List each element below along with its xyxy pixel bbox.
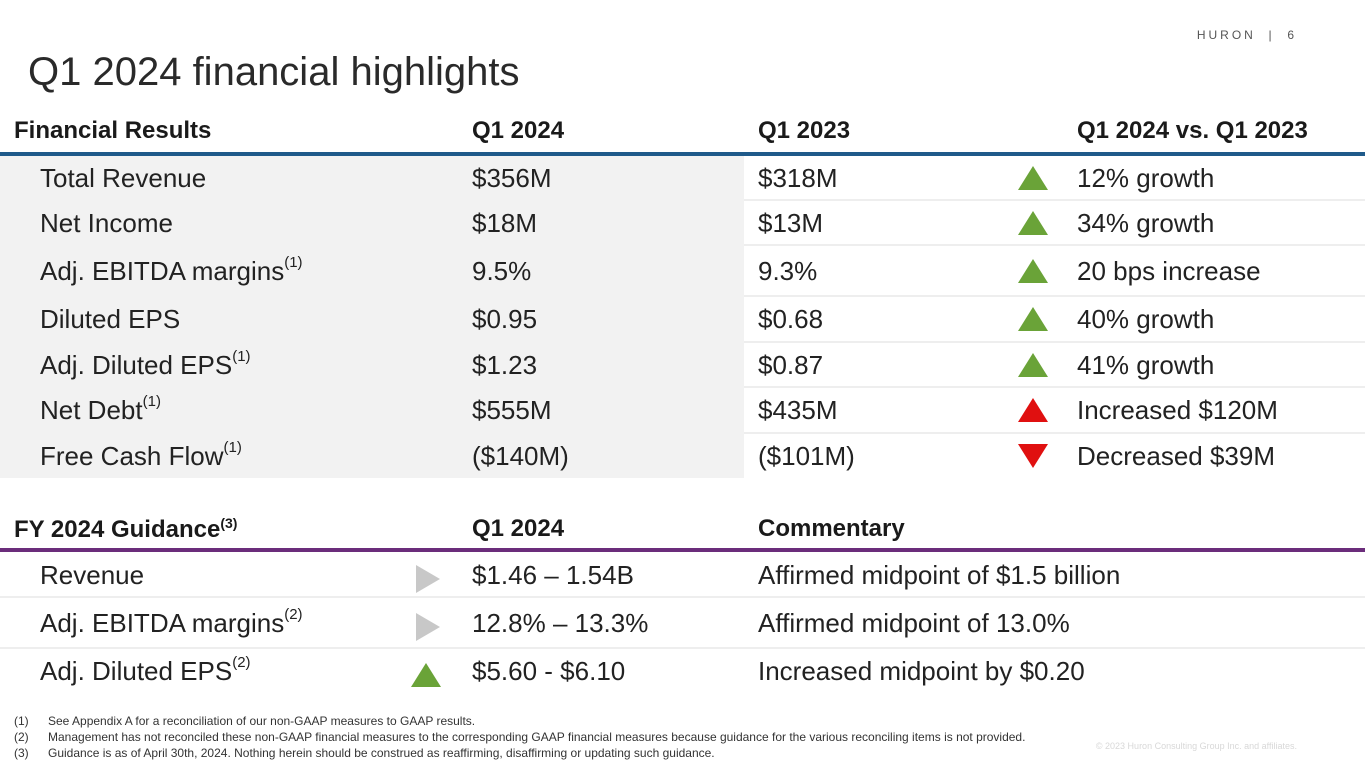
results-header-rule [0,152,1365,156]
row-separator [744,341,1365,343]
result-row-label-text: Adj. EBITDA margins [40,255,285,286]
guidance-header-q1-2024: Q1 2024 [472,515,565,542]
guidance-row-label-text: Adj. Diluted EPS [40,656,233,686]
footnote-text: Management has not reconciled these non-… [48,730,1026,744]
result-row-q1-2023: $0.68 [758,304,824,334]
down-arrow-red-icon [1018,443,1048,468]
result-row-label-sup: (1) [223,438,242,456]
brand-name: HURON [1196,28,1256,42]
up-arrow-green-icon [1018,210,1048,235]
results-header-label: Financial Results [14,117,212,144]
guidance-row-label-text: Revenue [40,559,145,590]
brand-page-label: HURON | 6 [1197,28,1297,42]
result-row-q1-2024: $555M [472,395,552,425]
result-row-label: Free Cash Flow(1) [40,438,242,472]
row-separator [744,386,1365,388]
guidance-row-commentary: Increased midpoint by $0.20 [758,656,1085,686]
result-row-q1-2024: 9.5% [472,255,532,286]
result-row-q1-2023: $13M [758,207,824,238]
footnote-text: See Appendix A for a reconciliation of o… [48,714,476,728]
row-separator [744,295,1365,297]
page-number: 6 [1287,28,1297,42]
row-separator [744,244,1365,246]
guidance-row-range: $1.46 – 1.54B [472,559,634,590]
guidance-row-label: Adj. EBITDA margins(2) [40,605,303,639]
result-row-change: 34% growth [1077,207,1215,238]
footnote-number: (1) [14,714,29,728]
result-row-change: Increased $120M [1077,395,1278,425]
guidance-row-range: 12.8% – 13.3% [472,607,649,638]
footnote-number: (3) [14,746,29,760]
result-row-change: 40% growth [1077,304,1215,334]
result-row-change: 41% growth [1077,349,1215,380]
result-row-label-text: Net Income [40,207,173,238]
result-row-label-sup: (1) [232,347,251,365]
up-arrow-green-icon [1018,307,1048,331]
result-row-q1-2023: $318M [758,163,838,193]
guidance-row-label-sup: (2) [232,654,251,671]
footnote-number: (2) [14,730,29,744]
result-row-label-sup: (1) [142,393,161,410]
row-separator [0,596,1365,598]
up-arrow-red-icon [1018,398,1048,422]
footnote: (1) See Appendix A for a reconciliation o… [14,714,475,728]
result-row-q1-2023: $435M [758,395,838,425]
results-header-q1-2024: Q1 2024 [472,117,565,144]
guidance-row-label: Adj. Diluted EPS(2) [40,654,251,687]
result-row-q1-2024: ($140M) [472,440,569,471]
result-row-q1-2024: $0.95 [472,304,538,334]
guidance-header-commentary: Commentary [758,515,905,542]
result-row-label: Adj. EBITDA margins(1) [40,253,303,287]
guidance-row-commentary: Affirmed midpoint of 13.0% [758,607,1070,638]
guidance-row-label-sup: (2) [284,605,303,623]
result-row-label: Total Revenue [40,163,206,194]
result-row-q1-2024: $1.23 [472,349,538,380]
up-arrow-green-icon [1018,258,1048,283]
guidance-header-rule [0,548,1365,552]
up-arrow-green-icon [1018,166,1048,190]
result-row-label-text: Net Debt [40,395,143,425]
result-row-change: 20 bps increase [1077,255,1261,286]
result-row-label: Diluted EPS [40,304,180,335]
result-row-q1-2023: $0.87 [758,349,824,380]
up-arrow-green-icon [411,663,441,687]
result-row-q1-2024: $18M [472,207,538,238]
result-row-label-text: Adj. Diluted EPS [40,349,233,380]
result-row-label: Adj. Diluted EPS(1) [40,347,251,381]
results-header-q1-2023: Q1 2023 [758,117,851,144]
guidance-header-label: FY 2024 Guidance(3) [14,515,237,544]
result-row-change: 12% growth [1077,163,1215,193]
footnote: (2) Management has not reconciled these n… [14,730,1025,744]
result-row-q1-2024: $356M [472,163,552,193]
guidance-row-label-text: Adj. EBITDA margins [40,607,285,638]
copyright: © 2023 Huron Consulting Group Inc. and a… [1095,741,1297,751]
result-row-change: Decreased $39M [1077,440,1275,471]
right-arrow-gray-icon [416,564,440,593]
right-arrow-gray-icon [416,612,440,641]
result-row-label-sup: (1) [284,253,303,271]
page-title: Q1 2024 financial highlights [28,50,520,94]
results-header-change: Q1 2024 vs. Q1 2023 [1077,117,1308,144]
result-row-q1-2023: ($101M) [758,440,855,471]
row-separator [744,432,1365,434]
result-row-label-text: Diluted EPS [40,304,181,334]
footnote-text: Guidance is as of April 30th, 2024. Noth… [48,746,715,760]
result-row-label-text: Total Revenue [40,163,207,193]
guidance-header-sup: (3) [220,515,238,531]
result-row-label-text: Free Cash Flow [40,440,224,471]
results-label-panel [0,156,744,478]
guidance-header-text: FY 2024 Guidance [14,516,221,543]
guidance-row-label: Revenue [40,560,144,591]
up-arrow-green-icon [1018,352,1048,377]
row-separator [744,199,1365,201]
result-row-label: Net Debt(1) [40,393,161,426]
guidance-row-range: $5.60 - $6.10 [472,656,626,686]
brand-divider: | [1262,28,1281,42]
row-separator [0,647,1365,649]
result-row-q1-2023: 9.3% [758,255,818,286]
result-row-label: Net Income [40,208,173,239]
footnote: (3) Guidance is as of April 30th, 2024. N… [14,746,715,760]
guidance-row-commentary: Affirmed midpoint of $1.5 billion [758,559,1121,590]
